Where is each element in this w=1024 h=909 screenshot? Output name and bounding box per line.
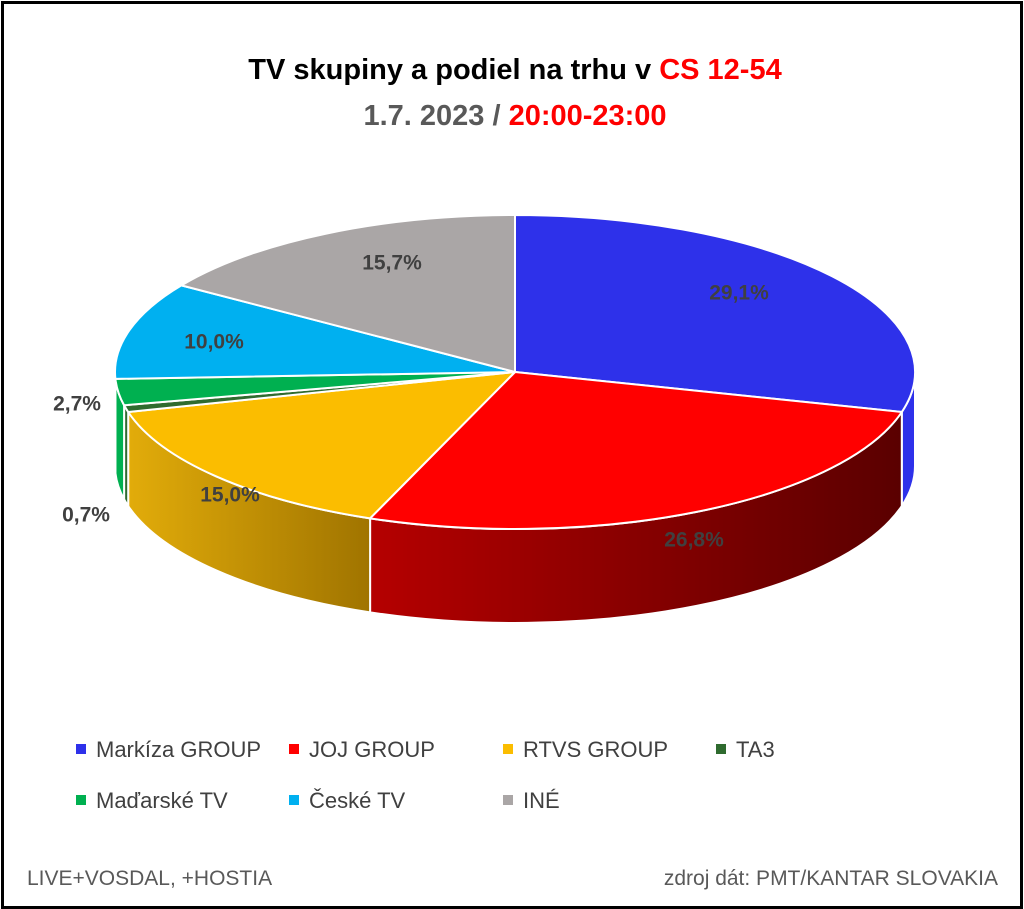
legend-item-rtvs: RTVS GROUP	[503, 737, 668, 763]
legend-swatch-ceske	[289, 795, 299, 805]
data-label-markiza-group: 29,1%	[709, 282, 769, 305]
data-label-ceske-tv: 10,0%	[184, 331, 244, 354]
chart-title: TV skupiny a podiel na trhu v CS 12-54	[4, 54, 1024, 87]
data-label-ine: 15,7%	[362, 252, 422, 275]
chart-subtitle-separator: /	[484, 100, 509, 132]
legend-label-joj: JOJ GROUP	[309, 737, 435, 762]
legend-swatch-joj	[289, 744, 299, 754]
legend-swatch-markiza	[76, 744, 86, 754]
pie-slices	[114, 214, 916, 531]
pie-slice-markiza-group	[514, 214, 916, 413]
legend-item-markiza: Markíza GROUP	[76, 737, 261, 763]
pie-slice-rtvs-group	[127, 371, 516, 520]
chart-title-highlight: CS 12-54	[659, 54, 782, 86]
data-label-ta3: 0,7%	[62, 504, 110, 527]
pie-slice-ine	[180, 214, 516, 373]
legend-item-ta3: TA3	[716, 737, 775, 763]
chart-subtitle: 1.7. 2023 / 20:00-23:00	[4, 100, 1024, 133]
pie-chart: 29,1% 26,8% 15,0% 0,7% 2,7% 10,0% 15,7%	[53, 214, 916, 625]
pie-slice-joj-group	[369, 371, 903, 531]
legend-item-ceske: České TV	[289, 788, 405, 814]
footer-note: LIVE+VOSDAL, +HOSTIA	[27, 867, 273, 890]
chart-subtitle-date: 1.7. 2023	[363, 100, 485, 132]
legend-swatch-madarske	[76, 795, 86, 805]
legend-item-madarske: Maďarské TV	[76, 788, 228, 814]
legend-label-rtvs: RTVS GROUP	[523, 737, 669, 762]
footer-source: zdroj dát: PMT/KANTAR SLOVAKIA	[663, 867, 998, 890]
legend-label-madarske: Maďarské TV	[96, 788, 228, 813]
pie-slice-ceske-tv	[114, 284, 516, 380]
data-labels: 29,1% 26,8% 15,0% 0,7% 2,7% 10,0% 15,7%	[53, 252, 769, 552]
legend-swatch-ta3	[716, 744, 726, 754]
legend-swatch-rtvs	[503, 744, 513, 754]
chart-title-text: TV skupiny a podiel na trhu v	[248, 54, 660, 86]
data-label-joj-group: 26,8%	[664, 529, 724, 552]
data-label-rtvs-group: 15,0%	[200, 484, 260, 507]
legend-swatch-ine	[503, 795, 513, 805]
data-label-madarske-tv: 2,7%	[53, 393, 101, 416]
legend-label-markiza: Markíza GROUP	[96, 737, 262, 762]
legend-label-ine: INÉ	[523, 788, 560, 813]
legend-label-ta3: TA3	[736, 737, 775, 762]
legend-label-ceske: České TV	[309, 788, 406, 813]
legend-item-joj: JOJ GROUP	[289, 737, 435, 763]
chart-subtitle-time: 20:00-23:00	[508, 100, 667, 132]
legend-item-ine: INÉ	[503, 788, 560, 814]
